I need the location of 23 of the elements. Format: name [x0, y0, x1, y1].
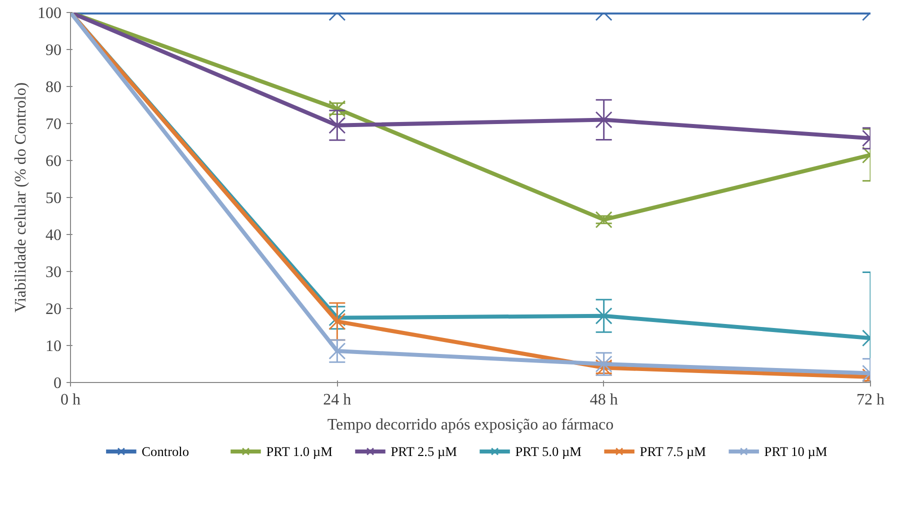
legend-label: PRT 5.0 µM: [515, 444, 582, 459]
x-tick-label: 48 h: [590, 392, 618, 408]
y-axis-title: Viabilidade celular (% do Controlo): [12, 82, 30, 313]
legend-label: PRT 2.5 µM: [390, 444, 458, 459]
x-axis-title: Tempo decorrido após exposição ao fármaco: [327, 416, 614, 434]
y-tick-label: 70: [46, 116, 62, 133]
x-tick-label: 24 h: [323, 392, 352, 408]
y-tick-label: 50: [46, 190, 62, 207]
y-tick-label: 30: [46, 264, 62, 281]
y-tick-label: 100: [38, 5, 62, 22]
legend-label: PRT 7.5 µM: [640, 444, 706, 459]
legend-label: PRT 10 µM: [764, 444, 828, 459]
y-tick-label: 40: [46, 227, 62, 244]
y-tick-label: 10: [46, 338, 62, 355]
x-tick-label: 72 h: [856, 392, 884, 408]
y-tick-label: 20: [46, 301, 62, 318]
x-tick-label: 0 h: [60, 392, 80, 408]
y-tick-label: 80: [46, 79, 62, 96]
y-tick-label: 60: [46, 153, 62, 170]
y-tick-label: 90: [46, 42, 62, 59]
legend-label: Controlo: [142, 444, 190, 459]
y-tick-label: 0: [54, 375, 62, 392]
legend-label: PRT 1.0 µM: [266, 444, 333, 459]
